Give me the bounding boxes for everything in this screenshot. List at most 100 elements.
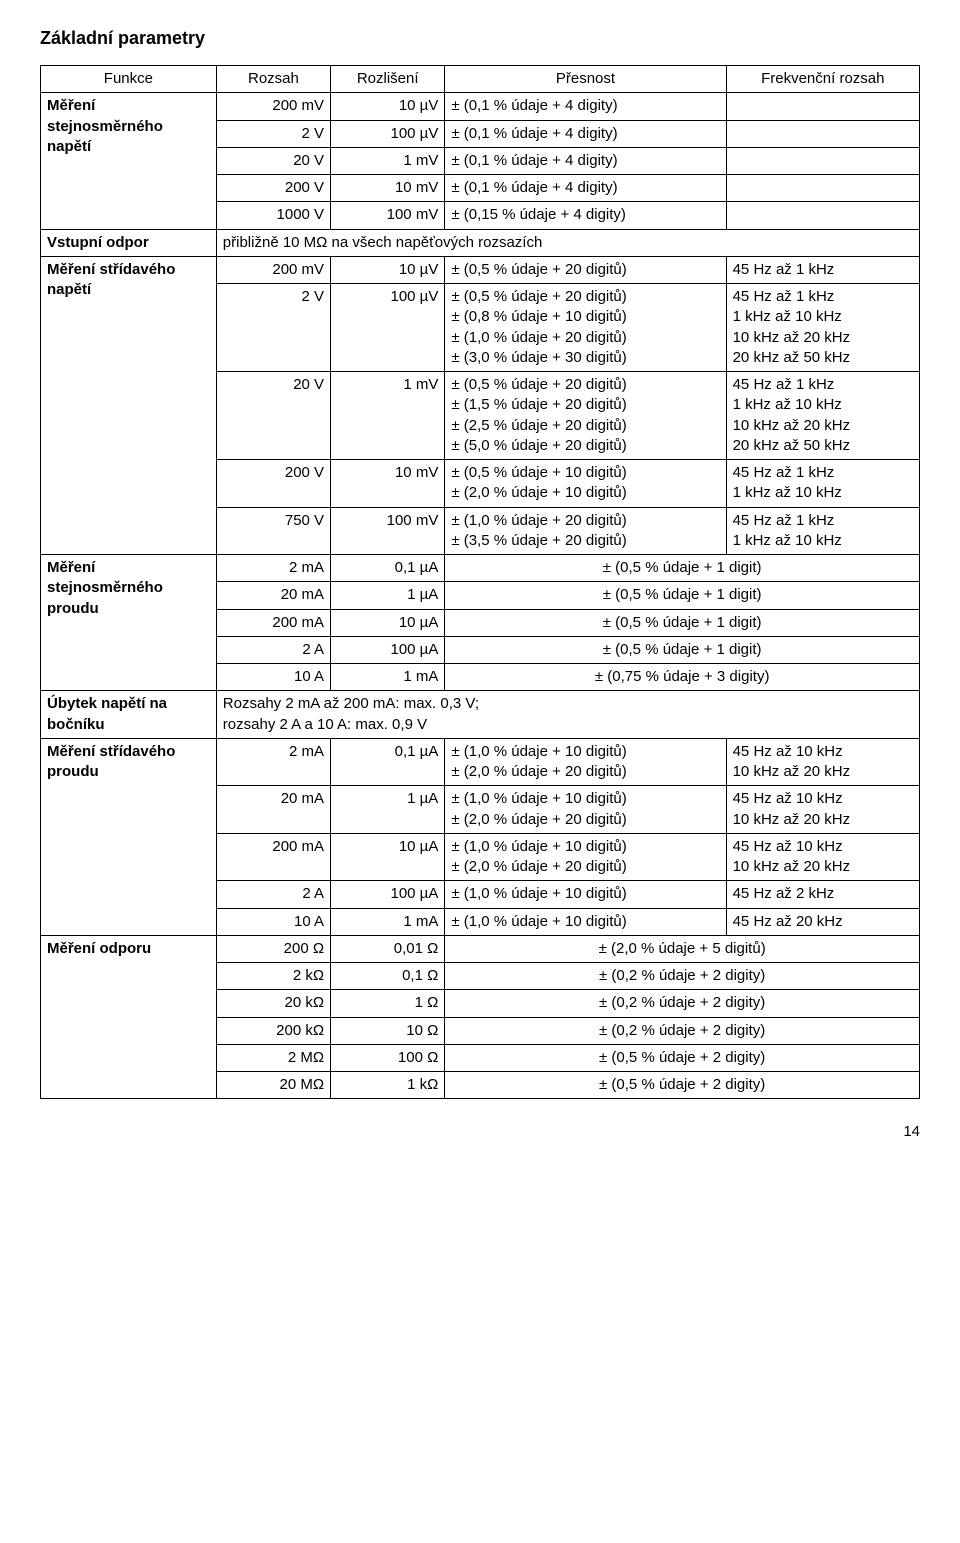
freq-cell: 45 Hz až 10 kHz10 kHz až 20 kHz: [726, 786, 919, 834]
accuracy-cell: ± (0,5 % údaje + 10 digitů)± (2,0 % údaj…: [445, 460, 726, 508]
col-header: Rozlišení: [331, 66, 445, 93]
section-label: Vstupní odpor: [41, 229, 217, 256]
burden-text: Rozsahy 2 mA až 200 mA: max. 0,3 V;rozsa…: [216, 691, 919, 739]
table-row: Měření stejnosměrného napětí200 mV10 µV±…: [41, 93, 920, 120]
accuracy-cell: ± (0,1 % údaje + 4 digity): [445, 93, 726, 120]
range-cell: 200 kΩ: [216, 1017, 330, 1044]
resolution-cell: 100 mV: [331, 202, 445, 229]
accuracy-cell: ± (0,5 % údaje + 1 digit): [445, 555, 920, 582]
resolution-cell: 10 mV: [331, 460, 445, 508]
resolution-cell: 0,1 µA: [331, 738, 445, 786]
resolution-cell: 10 mV: [331, 175, 445, 202]
range-cell: 2 mA: [216, 555, 330, 582]
resolution-cell: 1 mA: [331, 664, 445, 691]
range-cell: 20 V: [216, 147, 330, 174]
col-header: Funkce: [41, 66, 217, 93]
input-impedance-text: přibližně 10 MΩ na všech napěťových rozs…: [216, 229, 919, 256]
range-cell: 20 mA: [216, 786, 330, 834]
range-cell: 2 A: [216, 636, 330, 663]
resolution-cell: 1 mV: [331, 147, 445, 174]
resolution-cell: 0,01 Ω: [331, 935, 445, 962]
accuracy-cell: ± (0,1 % údaje + 4 digity): [445, 147, 726, 174]
accuracy-cell: ± (1,0 % údaje + 20 digitů)± (3,5 % údaj…: [445, 507, 726, 555]
accuracy-cell: ± (0,1 % údaje + 4 digity): [445, 120, 726, 147]
resolution-cell: 10 Ω: [331, 1017, 445, 1044]
accuracy-cell: ± (0,2 % údaje + 2 digity): [445, 990, 920, 1017]
resolution-cell: 10 µA: [331, 833, 445, 881]
accuracy-cell: ± (1,0 % údaje + 10 digitů): [445, 881, 726, 908]
resolution-cell: 10 µA: [331, 609, 445, 636]
resolution-cell: 100 µA: [331, 636, 445, 663]
resolution-cell: 100 Ω: [331, 1044, 445, 1071]
range-cell: 20 V: [216, 372, 330, 460]
range-cell: 200 mV: [216, 256, 330, 283]
accuracy-cell: ± (0,1 % údaje + 4 digity): [445, 175, 726, 202]
specs-table: FunkceRozsahRozlišeníPřesnostFrekvenční …: [40, 65, 920, 1099]
accuracy-cell: ± (0,2 % údaje + 2 digity): [445, 963, 920, 990]
range-cell: 20 kΩ: [216, 990, 330, 1017]
accuracy-cell: ± (0,15 % údaje + 4 digity): [445, 202, 726, 229]
resolution-cell: 10 µV: [331, 93, 445, 120]
range-cell: 200 V: [216, 175, 330, 202]
freq-cell: 45 Hz až 1 kHz1 kHz až 10 kHz10 kHz až 2…: [726, 372, 919, 460]
freq-cell: 45 Hz až 1 kHz1 kHz až 10 kHz: [726, 507, 919, 555]
table-row: Měření stejnosměrného proudu2 mA0,1 µA± …: [41, 555, 920, 582]
range-cell: 200 mA: [216, 609, 330, 636]
freq-cell: [726, 175, 919, 202]
accuracy-cell: ± (0,5 % údaje + 1 digit): [445, 582, 920, 609]
accuracy-cell: ± (1,0 % údaje + 10 digitů)± (2,0 % údaj…: [445, 738, 726, 786]
range-cell: 2 kΩ: [216, 963, 330, 990]
col-header: Rozsah: [216, 66, 330, 93]
table-row: Měření střídavého napětí200 mV10 µV± (0,…: [41, 256, 920, 283]
resolution-cell: 1 mV: [331, 372, 445, 460]
freq-cell: [726, 202, 919, 229]
accuracy-cell: ± (1,0 % údaje + 10 digitů)± (2,0 % údaj…: [445, 833, 726, 881]
resolution-cell: 100 mV: [331, 507, 445, 555]
resolution-cell: 1 µA: [331, 786, 445, 834]
accuracy-cell: ± (2,0 % údaje + 5 digitů): [445, 935, 920, 962]
range-cell: 200 mA: [216, 833, 330, 881]
range-cell: 20 mA: [216, 582, 330, 609]
range-cell: 200 mV: [216, 93, 330, 120]
accuracy-cell: ± (0,75 % údaje + 3 digity): [445, 664, 920, 691]
resolution-cell: 0,1 µA: [331, 555, 445, 582]
accuracy-cell: ± (0,5 % údaje + 2 digity): [445, 1072, 920, 1099]
accuracy-cell: ± (0,5 % údaje + 20 digitů): [445, 256, 726, 283]
freq-cell: 45 Hz až 1 kHz1 kHz až 10 kHz10 kHz až 2…: [726, 284, 919, 372]
accuracy-cell: ± (1,0 % údaje + 10 digitů): [445, 908, 726, 935]
resolution-cell: 100 µV: [331, 120, 445, 147]
page-title: Základní parametry: [40, 28, 920, 49]
resolution-cell: 1 mA: [331, 908, 445, 935]
range-cell: 200 V: [216, 460, 330, 508]
accuracy-cell: ± (0,2 % údaje + 2 digity): [445, 1017, 920, 1044]
section-label: Úbytek napětí na bočníku: [41, 691, 217, 739]
table-row: Úbytek napětí na bočníkuRozsahy 2 mA až …: [41, 691, 920, 739]
section-label: Měření odporu: [41, 935, 217, 1099]
freq-cell: 45 Hz až 10 kHz10 kHz až 20 kHz: [726, 738, 919, 786]
range-cell: 2 V: [216, 120, 330, 147]
range-cell: 1000 V: [216, 202, 330, 229]
accuracy-cell: ± (0,5 % údaje + 20 digitů)± (0,8 % údaj…: [445, 284, 726, 372]
section-label: Měření střídavého napětí: [41, 256, 217, 554]
freq-cell: [726, 93, 919, 120]
table-row: Měření střídavého proudu2 mA0,1 µA± (1,0…: [41, 738, 920, 786]
range-cell: 10 A: [216, 908, 330, 935]
section-label: Měření střídavého proudu: [41, 738, 217, 935]
freq-cell: 45 Hz až 20 kHz: [726, 908, 919, 935]
range-cell: 20 MΩ: [216, 1072, 330, 1099]
resolution-cell: 100 µA: [331, 881, 445, 908]
accuracy-cell: ± (0,5 % údaje + 20 digitů)± (1,5 % údaj…: [445, 372, 726, 460]
range-cell: 200 Ω: [216, 935, 330, 962]
col-header: Frekvenční rozsah: [726, 66, 919, 93]
table-row: Měření odporu200 Ω0,01 Ω± (2,0 % údaje +…: [41, 935, 920, 962]
accuracy-cell: ± (0,5 % údaje + 1 digit): [445, 636, 920, 663]
resolution-cell: 1 kΩ: [331, 1072, 445, 1099]
resolution-cell: 100 µV: [331, 284, 445, 372]
col-header: Přesnost: [445, 66, 726, 93]
range-cell: 2 MΩ: [216, 1044, 330, 1071]
freq-cell: 45 Hz až 1 kHz: [726, 256, 919, 283]
section-label: Měření stejnosměrného napětí: [41, 93, 217, 229]
accuracy-cell: ± (1,0 % údaje + 10 digitů)± (2,0 % údaj…: [445, 786, 726, 834]
accuracy-cell: ± (0,5 % údaje + 1 digit): [445, 609, 920, 636]
range-cell: 2 mA: [216, 738, 330, 786]
